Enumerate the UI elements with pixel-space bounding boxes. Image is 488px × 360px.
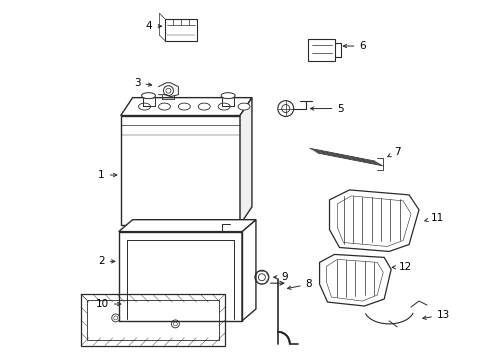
Text: 3: 3 [134,78,151,88]
Polygon shape [319,255,390,306]
Bar [81,294,224,346]
Ellipse shape [218,103,230,110]
Ellipse shape [221,93,235,99]
Text: 13: 13 [422,310,449,320]
Polygon shape [240,98,251,225]
Text: 8: 8 [287,279,312,289]
Ellipse shape [178,103,190,110]
Polygon shape [119,220,255,231]
Bar [121,116,240,225]
Text: 4: 4 [145,21,161,31]
Text: 6: 6 [343,41,365,51]
Text: 7: 7 [387,147,400,157]
Bar [165,19,197,41]
Text: 2: 2 [98,256,115,266]
Text: 1: 1 [98,170,117,180]
Bar [307,39,335,61]
Text: 12: 12 [391,262,411,272]
Polygon shape [121,98,251,116]
Ellipse shape [158,103,170,110]
Text: 10: 10 [96,299,121,309]
Text: 9: 9 [273,272,288,282]
Polygon shape [329,190,418,251]
Text: 11: 11 [424,213,443,223]
Bar [87,300,219,340]
Ellipse shape [198,103,210,110]
Ellipse shape [238,103,249,110]
Polygon shape [242,220,255,321]
Ellipse shape [138,103,150,110]
Text: 5: 5 [310,104,344,113]
Ellipse shape [142,93,155,99]
